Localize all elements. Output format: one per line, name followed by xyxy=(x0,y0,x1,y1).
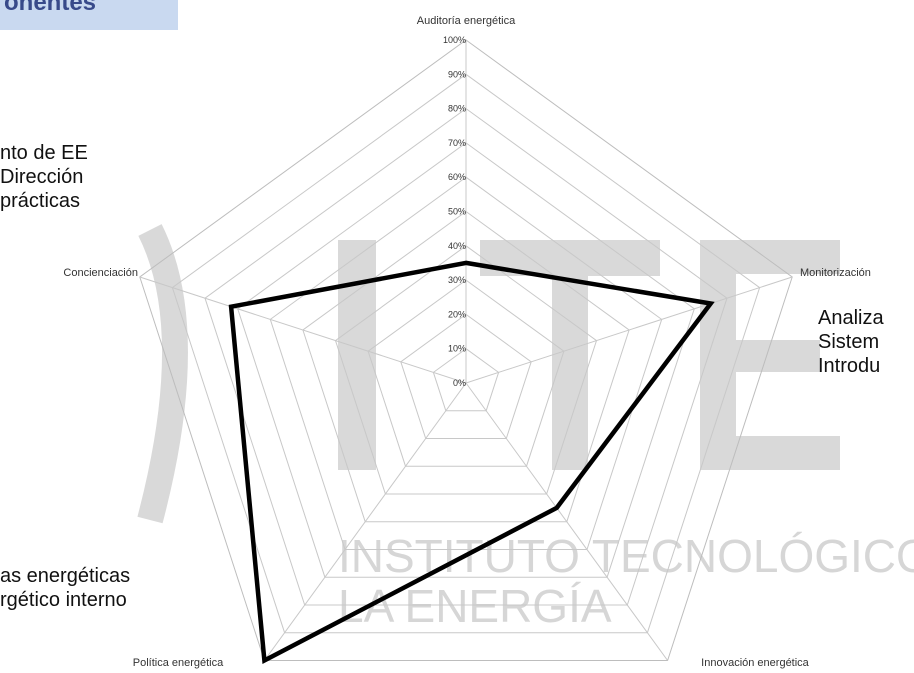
tick-label: 30% xyxy=(448,275,466,285)
watermark-letter-t-stem xyxy=(552,240,588,470)
watermark-letter-e-mid xyxy=(700,340,820,372)
data-point xyxy=(229,305,233,309)
tick-label: 50% xyxy=(448,207,466,217)
grid-spoke xyxy=(139,276,467,384)
radial-tick-labels: 0% 10% 20% 30% 40% 50% 60% 70% 80% 90% 100% xyxy=(443,35,466,388)
slide-header-text: onentes xyxy=(4,0,97,16)
grid-ring xyxy=(400,313,532,439)
tick-label: 60% xyxy=(448,172,466,182)
axis-label: Auditoría energética xyxy=(417,15,516,27)
radar-grid xyxy=(139,39,793,661)
tick-label: 40% xyxy=(448,241,466,251)
slide-text-line: as energéticas xyxy=(0,565,131,587)
tick-label: 10% xyxy=(448,344,466,354)
series-line xyxy=(228,260,715,665)
grid-ring xyxy=(334,245,598,495)
grid-ring xyxy=(204,107,728,606)
tick-label: 90% xyxy=(448,69,466,79)
watermark-letter-e-bottom xyxy=(700,436,840,470)
slide-text-line: Sistem xyxy=(818,331,880,353)
slide-text-line: Introdu xyxy=(818,355,881,377)
grid-ring xyxy=(237,142,695,578)
slide-text-line: prácticas xyxy=(0,190,81,212)
data-point xyxy=(555,506,559,510)
slide-text-left-bottom: as energéticas rgético interno xyxy=(0,564,130,612)
slide-text-line: Dirección xyxy=(0,166,84,188)
watermark-letter-e-top xyxy=(700,240,840,274)
grid-ring xyxy=(269,176,663,550)
grid-ring xyxy=(432,348,500,412)
tick-label: 80% xyxy=(448,104,466,114)
tick-label: 100% xyxy=(443,35,466,45)
data-point xyxy=(464,261,468,265)
slide-text-left-top: nto de EE Dirección prácticas xyxy=(0,141,88,213)
tick-label: 70% xyxy=(448,138,466,148)
grid-ring xyxy=(139,39,793,661)
grid-spoke xyxy=(465,276,793,384)
grid-ring xyxy=(302,210,630,523)
slide-text-line: rgético interno xyxy=(0,589,127,611)
grid-spoke xyxy=(263,382,467,661)
data-point xyxy=(262,659,266,662)
axis-label: Concienciación xyxy=(63,267,138,279)
tick-label: 20% xyxy=(448,309,466,319)
axis-label: Innovación energética xyxy=(701,657,810,669)
axis-labels: Auditoría energética Monitorización Innova… xyxy=(63,15,871,669)
grid-spoke xyxy=(465,382,669,661)
axis-label: Monitorización xyxy=(800,267,871,279)
watermark-line-1: INSTITUTO TECNOLÓGICO DE xyxy=(338,530,914,582)
grid-ring xyxy=(171,73,761,634)
tick-label: 0% xyxy=(453,378,466,388)
watermark-logo-arc xyxy=(137,224,188,524)
axis-label: Política energética xyxy=(133,657,224,669)
radar-series xyxy=(228,260,715,665)
data-point xyxy=(709,302,713,305)
grid-ring xyxy=(367,279,565,467)
slide-header-tab: onentes xyxy=(0,0,178,30)
slide-text-line: nto de EE xyxy=(0,142,88,164)
watermark-line-2: LA ENERGÍA xyxy=(338,580,612,632)
slide-text-line: Analiza xyxy=(818,307,884,329)
slide-text-right: Analiza Sistem Introdu xyxy=(818,306,884,378)
watermark-letter-i xyxy=(338,240,376,470)
